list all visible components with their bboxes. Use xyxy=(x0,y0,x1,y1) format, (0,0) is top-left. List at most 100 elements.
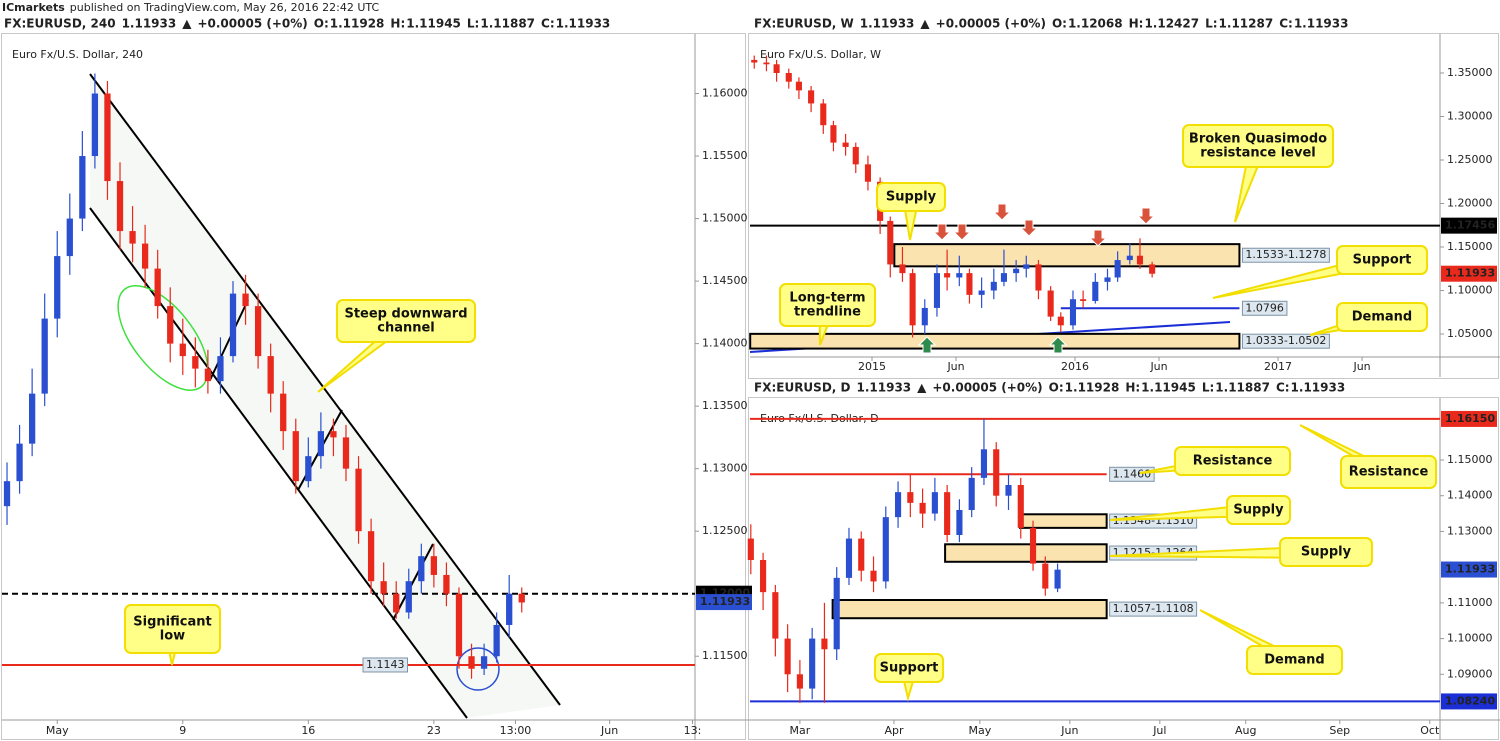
callout-box xyxy=(1336,245,1428,275)
callout-box xyxy=(1340,455,1437,489)
candle-body xyxy=(887,220,894,265)
arrow-down xyxy=(1088,229,1108,247)
candle-body xyxy=(129,231,136,244)
header-text: 1.11887 xyxy=(480,17,535,31)
candle-body xyxy=(894,492,902,518)
callout-text: low xyxy=(160,629,185,644)
candle-body xyxy=(506,593,513,625)
candle-body xyxy=(1054,569,1061,589)
header-text: C: xyxy=(541,17,555,31)
level-axis-label: 1.16150 xyxy=(1445,412,1495,425)
candle-body xyxy=(993,449,1000,496)
candle-body xyxy=(518,593,525,603)
candle-body xyxy=(751,59,758,63)
candle-body xyxy=(116,181,124,232)
x-tick-label: Sep xyxy=(1329,724,1350,737)
zone-label: 1.1057-1.1108 xyxy=(1113,602,1194,615)
channel-fill xyxy=(90,74,560,718)
candle-body xyxy=(91,93,99,157)
x-tick-label: 13:00 xyxy=(500,724,532,737)
callout-box xyxy=(1226,495,1291,525)
candle-body xyxy=(480,656,488,669)
header-text: 1.11933 xyxy=(1291,381,1346,395)
candle-body xyxy=(842,142,849,147)
candle-body xyxy=(1047,290,1054,317)
callout-text: resistance level xyxy=(1200,146,1315,161)
candle-body xyxy=(179,343,186,357)
x-tick-label: 13: xyxy=(684,724,702,737)
candle-body xyxy=(1126,255,1133,261)
header-text: O: xyxy=(1052,17,1067,31)
candle-body xyxy=(864,164,871,182)
candle-body xyxy=(747,538,754,560)
arrow-down xyxy=(1019,219,1039,237)
candle-body xyxy=(54,256,61,319)
y-tick-label: 1.25000 xyxy=(1447,153,1493,166)
header-text: 1.11933 xyxy=(1294,17,1349,31)
header-text: ▲ xyxy=(182,17,192,31)
candle-body xyxy=(154,268,161,307)
zone-label: 1.1533-1.1278 xyxy=(1245,248,1326,261)
y-tick-label: 1.11000 xyxy=(1447,596,1493,609)
channel-line xyxy=(209,299,249,381)
candle-body xyxy=(990,281,997,291)
zone-label-box xyxy=(1109,601,1198,617)
candle-body xyxy=(956,510,963,535)
zone xyxy=(831,599,1108,620)
candle-body xyxy=(921,307,928,326)
y-tick-label: 1.10000 xyxy=(1447,284,1493,297)
y-tick-label: 1.13000 xyxy=(1447,524,1493,537)
panel-frame xyxy=(1,33,746,740)
candle-body xyxy=(968,477,975,510)
zone xyxy=(893,243,1241,268)
candle-body xyxy=(16,443,23,482)
channel-line xyxy=(89,73,561,706)
callout-text: Resistance xyxy=(1193,454,1273,469)
candle-body xyxy=(956,273,963,278)
candle-body xyxy=(330,431,337,438)
candle-body xyxy=(141,243,149,269)
y-tick-label: 1.15000 xyxy=(1447,453,1493,466)
price-label: 1.11933 xyxy=(1445,267,1495,280)
candle-body xyxy=(1000,273,1007,282)
candle-body xyxy=(858,538,865,571)
arrow-down xyxy=(932,223,952,241)
header-text: L: xyxy=(467,17,479,31)
candle-body xyxy=(355,468,362,532)
header-text: C: xyxy=(1279,17,1293,31)
candle-body xyxy=(980,449,988,478)
x-tick-label: May xyxy=(46,724,69,737)
candle-body xyxy=(405,581,412,613)
header-text: L: xyxy=(1202,381,1214,395)
candle-body xyxy=(1104,277,1111,282)
header-text: 1.11928 xyxy=(330,17,385,31)
candle-body xyxy=(204,368,212,382)
header-text: 1.11945 xyxy=(1141,381,1196,395)
header-text: H: xyxy=(1125,381,1140,395)
y-tick-label: 1.12500 xyxy=(702,524,748,537)
y-tick-label: 1.13000 xyxy=(702,462,748,475)
arrow-up xyxy=(1048,336,1068,354)
candle-body xyxy=(1149,264,1156,274)
callout-text: Demand xyxy=(1264,653,1325,668)
chart: FX:EURUSD, D 1.11933 ▲ +0.00005 (+0%) O: 1.11… xyxy=(747,381,1500,740)
x-tick-label: 9 xyxy=(179,724,186,737)
candle-body xyxy=(1042,563,1049,589)
candle-body xyxy=(217,356,224,382)
callout-box xyxy=(779,283,876,327)
y-tick-label: 1.30000 xyxy=(1447,109,1493,122)
level-label-box xyxy=(1109,466,1155,482)
callout-box xyxy=(1182,124,1334,168)
zone-label-box xyxy=(1241,247,1330,263)
header-text: 1.11933 xyxy=(856,381,911,395)
x-tick-label: 2016 xyxy=(1061,360,1089,373)
level-axis-box xyxy=(1441,217,1497,234)
candle-body xyxy=(944,492,951,535)
candle-body xyxy=(820,103,827,126)
candle-body xyxy=(909,273,916,326)
header-text: ▲ xyxy=(917,381,927,395)
candle-body xyxy=(899,264,906,274)
y-tick-label: 1.10000 xyxy=(1447,632,1493,645)
candle-body xyxy=(830,125,837,143)
candle-body xyxy=(852,146,859,165)
